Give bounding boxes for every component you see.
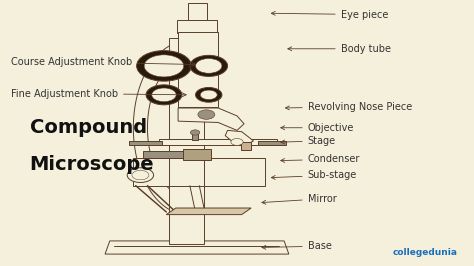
Bar (241, 142, 251, 150)
Circle shape (196, 59, 222, 73)
Circle shape (137, 51, 191, 81)
Polygon shape (166, 208, 251, 215)
Circle shape (144, 55, 184, 77)
Circle shape (231, 139, 243, 146)
Text: Eye piece: Eye piece (271, 10, 388, 19)
Circle shape (190, 55, 228, 76)
Bar (192, 133, 198, 140)
Circle shape (196, 88, 222, 102)
Circle shape (198, 110, 215, 119)
Bar (188, 3, 207, 20)
Text: Compound: Compound (30, 118, 147, 137)
Circle shape (127, 168, 154, 182)
Bar (169, 38, 204, 244)
Polygon shape (133, 158, 265, 186)
Bar (143, 151, 204, 158)
Polygon shape (105, 241, 289, 254)
Circle shape (152, 88, 176, 102)
Circle shape (132, 171, 149, 180)
Circle shape (191, 130, 200, 135)
Circle shape (146, 85, 182, 105)
Text: Mirror: Mirror (262, 194, 337, 204)
Polygon shape (225, 130, 254, 145)
Bar (159, 139, 277, 145)
Text: Base: Base (262, 241, 331, 251)
Polygon shape (133, 41, 188, 215)
Text: Fine Adjustment Knob: Fine Adjustment Knob (11, 89, 186, 98)
Polygon shape (178, 108, 244, 130)
Text: collegedunia: collegedunia (393, 248, 458, 257)
Text: Sub-stage: Sub-stage (271, 170, 357, 180)
Bar (183, 149, 211, 160)
Circle shape (200, 90, 217, 99)
Text: Objective: Objective (281, 123, 354, 133)
Text: Body tube: Body tube (288, 44, 391, 54)
Bar (178, 32, 218, 107)
Text: Condenser: Condenser (281, 154, 360, 164)
Text: Microscope: Microscope (30, 155, 155, 174)
Bar (258, 142, 286, 146)
Text: Stage: Stage (281, 136, 336, 146)
Bar (128, 142, 162, 146)
Text: Revolving Nose Piece: Revolving Nose Piece (285, 102, 412, 112)
Bar (177, 20, 217, 33)
Text: Course Adjustment Knob: Course Adjustment Knob (11, 57, 196, 67)
